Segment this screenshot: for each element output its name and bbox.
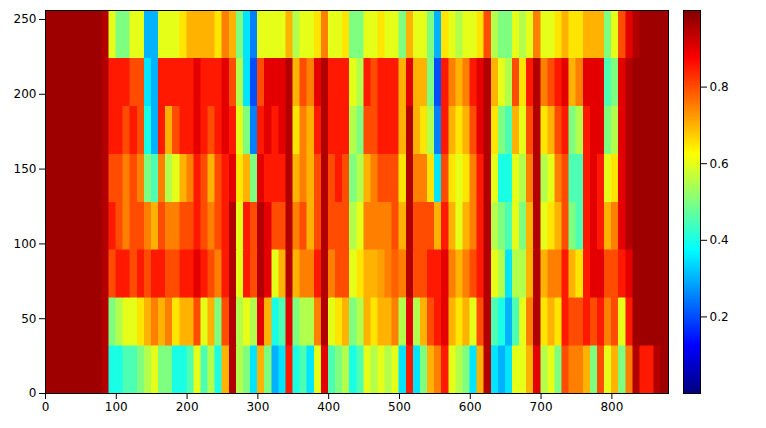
svg-text:700: 700 — [530, 400, 553, 414]
svg-text:150: 150 — [14, 162, 37, 176]
svg-text:0: 0 — [29, 386, 37, 400]
svg-text:400: 400 — [317, 400, 340, 414]
svg-text:600: 600 — [459, 400, 482, 414]
svg-text:0.2: 0.2 — [710, 310, 729, 324]
svg-text:800: 800 — [600, 400, 623, 414]
svg-text:200: 200 — [14, 87, 37, 101]
svg-text:0.6: 0.6 — [710, 157, 729, 171]
svg-text:0: 0 — [42, 400, 50, 414]
svg-text:200: 200 — [176, 400, 199, 414]
svg-text:250: 250 — [14, 12, 37, 26]
svg-text:500: 500 — [388, 400, 411, 414]
svg-text:100: 100 — [14, 237, 37, 251]
svg-text:50: 50 — [21, 312, 36, 326]
svg-text:300: 300 — [246, 400, 269, 414]
svg-text:0.8: 0.8 — [710, 80, 729, 94]
svg-text:100: 100 — [105, 400, 128, 414]
svg-text:0.4: 0.4 — [710, 233, 729, 247]
